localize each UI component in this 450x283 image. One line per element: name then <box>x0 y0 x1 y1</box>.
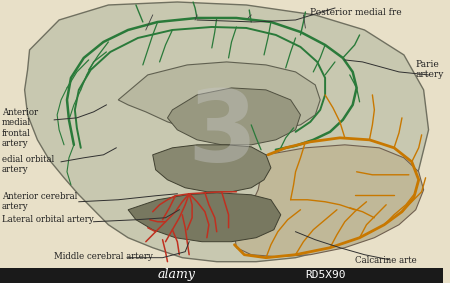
Text: Posterior medial fre: Posterior medial fre <box>310 8 402 17</box>
Polygon shape <box>128 193 281 242</box>
Polygon shape <box>234 145 423 257</box>
Text: Anterior cerebral
artery: Anterior cerebral artery <box>2 192 77 211</box>
Text: Parie
artery: Parie artery <box>416 60 444 79</box>
Text: 3: 3 <box>187 86 256 183</box>
Text: alamy: alamy <box>158 268 196 281</box>
Polygon shape <box>25 2 428 262</box>
Polygon shape <box>118 62 320 133</box>
Text: edial orbital
artery: edial orbital artery <box>2 155 54 174</box>
Polygon shape <box>153 145 271 192</box>
Text: Middle cerebral artery: Middle cerebral artery <box>54 252 153 261</box>
Text: Lateral orbital artery: Lateral orbital artery <box>2 215 94 224</box>
Polygon shape <box>167 88 301 145</box>
Bar <box>0 268 443 283</box>
Text: RD5X90: RD5X90 <box>306 270 346 280</box>
Text: Anterior
medial
frontal
artery: Anterior medial frontal artery <box>2 108 38 148</box>
Text: Calcarine arte: Calcarine arte <box>355 256 416 265</box>
